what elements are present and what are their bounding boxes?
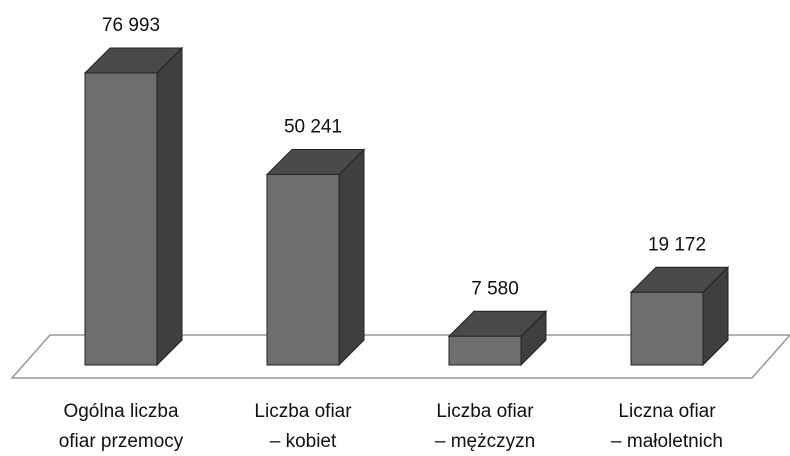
data-label: 50 241 bbox=[284, 116, 342, 137]
bar bbox=[448, 335, 522, 366]
data-label: 19 172 bbox=[648, 234, 706, 255]
bar-side bbox=[156, 46, 183, 367]
data-label: 7 580 bbox=[471, 278, 519, 299]
bar bbox=[84, 72, 158, 366]
x-tick-label: – kobiet bbox=[270, 431, 337, 452]
bar bbox=[630, 291, 704, 366]
x-tick-label: Liczba ofiar bbox=[436, 401, 534, 422]
bar-side bbox=[338, 148, 365, 367]
x-tick-label: Liczna ofiar bbox=[618, 401, 716, 422]
x-tick-label: – małoletnich bbox=[611, 431, 723, 452]
bar bbox=[266, 173, 340, 366]
floor bbox=[10, 334, 790, 379]
x-tick-label: Liczba ofiar bbox=[254, 401, 352, 422]
data-label: 76 993 bbox=[102, 15, 160, 36]
x-tick-label: – mężczyzn bbox=[435, 431, 535, 452]
x-tick-label: ofiar przemocy bbox=[59, 431, 184, 452]
x-tick-label: Ogólna liczba bbox=[63, 401, 179, 422]
